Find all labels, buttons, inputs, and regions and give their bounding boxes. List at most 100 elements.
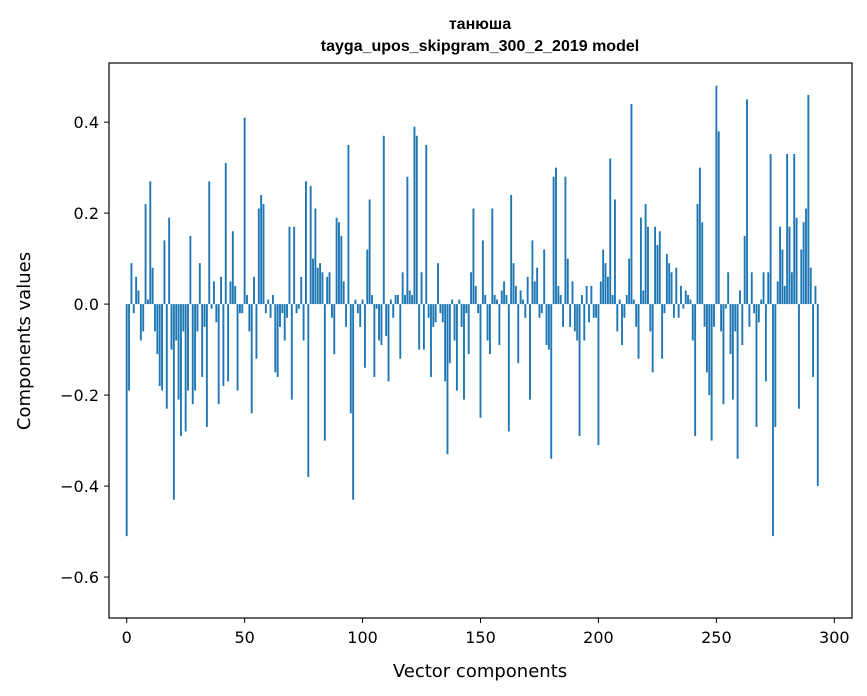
bar-154 bbox=[488, 304, 491, 355]
bar-187 bbox=[566, 258, 569, 305]
bar-78 bbox=[309, 185, 312, 305]
bar-52 bbox=[248, 304, 251, 332]
bar-201 bbox=[599, 281, 602, 305]
bar-206 bbox=[611, 295, 614, 305]
bar-162 bbox=[507, 304, 510, 432]
bar-20 bbox=[172, 304, 175, 500]
bar-267 bbox=[755, 304, 758, 427]
bar-246 bbox=[705, 304, 708, 373]
bar-76 bbox=[305, 181, 307, 305]
bar-178 bbox=[545, 304, 548, 346]
bar-231 bbox=[670, 272, 673, 305]
x-tick-label: 0 bbox=[122, 628, 132, 647]
bar-112 bbox=[389, 299, 392, 305]
bar-75 bbox=[302, 304, 305, 341]
bar-6 bbox=[139, 304, 142, 341]
bar-205 bbox=[609, 158, 612, 305]
bar-202 bbox=[602, 249, 605, 305]
bar-172 bbox=[531, 240, 534, 305]
bar-5 bbox=[137, 290, 140, 305]
bar-258 bbox=[734, 304, 737, 332]
bar-114 bbox=[394, 295, 397, 305]
bar-208 bbox=[616, 304, 619, 332]
bar-235 bbox=[680, 285, 682, 305]
bar-130 bbox=[432, 304, 435, 327]
bar-81 bbox=[316, 267, 319, 305]
bar-275 bbox=[774, 304, 777, 427]
bar-98 bbox=[356, 304, 359, 314]
bar-197 bbox=[590, 285, 593, 305]
bar-50 bbox=[243, 117, 246, 305]
bar-69 bbox=[288, 226, 291, 305]
bar-214 bbox=[630, 103, 633, 305]
bar-135 bbox=[444, 304, 447, 382]
bar-118 bbox=[404, 295, 406, 305]
bar-207 bbox=[614, 199, 616, 305]
bar-83 bbox=[321, 272, 324, 305]
bar-238 bbox=[687, 295, 690, 305]
bar-121 bbox=[411, 295, 414, 305]
bar-203 bbox=[604, 263, 607, 305]
bar-137 bbox=[448, 304, 451, 364]
bar-3 bbox=[132, 304, 135, 314]
bar-66 bbox=[281, 304, 284, 314]
bar-286 bbox=[800, 249, 803, 305]
bar-86 bbox=[328, 272, 331, 305]
bar-183 bbox=[557, 285, 560, 305]
bar-37 bbox=[213, 281, 215, 305]
bar-152 bbox=[484, 295, 487, 305]
bar-80 bbox=[314, 208, 317, 305]
bar-153 bbox=[486, 304, 489, 341]
bar-60 bbox=[267, 299, 270, 305]
bar-159 bbox=[500, 290, 503, 305]
bar-264 bbox=[748, 304, 751, 327]
bar-239 bbox=[689, 299, 692, 305]
bar-193 bbox=[580, 295, 583, 305]
bar-143 bbox=[463, 304, 465, 400]
bar-49 bbox=[241, 304, 244, 314]
bar-293 bbox=[816, 304, 819, 487]
y-tick-label: 0.0 bbox=[74, 295, 99, 314]
bar-1 bbox=[128, 304, 130, 391]
bar-122 bbox=[413, 126, 416, 305]
bar-72 bbox=[295, 304, 298, 314]
bar-132 bbox=[437, 263, 439, 305]
bar-7 bbox=[142, 304, 145, 332]
bar-18 bbox=[168, 217, 171, 305]
bar-19 bbox=[170, 304, 173, 350]
bar-221 bbox=[647, 226, 649, 305]
bar-192 bbox=[578, 304, 581, 437]
bar-139 bbox=[453, 304, 456, 341]
bar-243 bbox=[698, 167, 701, 305]
bar-32 bbox=[201, 304, 204, 377]
bar-242 bbox=[696, 204, 699, 305]
bar-266 bbox=[753, 304, 756, 314]
bar-23 bbox=[180, 304, 182, 437]
bar-45 bbox=[231, 231, 234, 305]
bar-236 bbox=[682, 304, 685, 309]
bar-79 bbox=[312, 258, 314, 305]
bar-271 bbox=[764, 304, 767, 382]
bar-126 bbox=[422, 304, 425, 350]
bar-149 bbox=[477, 304, 480, 314]
bar-96 bbox=[352, 304, 355, 500]
bar-105 bbox=[373, 304, 376, 377]
bar-229 bbox=[665, 254, 668, 305]
bar-189 bbox=[571, 281, 574, 305]
bar-99 bbox=[359, 304, 362, 327]
bar-285 bbox=[797, 304, 800, 409]
bar-170 bbox=[526, 276, 529, 305]
bar-134 bbox=[441, 304, 444, 323]
bar-85 bbox=[326, 276, 329, 305]
bar-29 bbox=[194, 304, 197, 391]
bar-70 bbox=[290, 304, 293, 400]
bar-163 bbox=[510, 194, 513, 305]
bar-176 bbox=[540, 304, 543, 314]
bar-39 bbox=[217, 304, 220, 405]
bar-97 bbox=[354, 299, 357, 305]
bar-146 bbox=[470, 272, 473, 305]
bar-27 bbox=[189, 235, 192, 305]
bar-110 bbox=[385, 304, 388, 336]
bar-133 bbox=[439, 304, 442, 314]
bar-144 bbox=[465, 304, 468, 314]
